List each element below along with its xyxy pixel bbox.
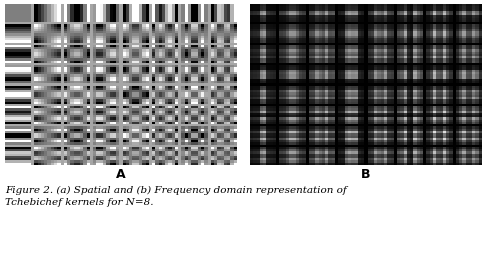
Text: Figure 2. (a) Spatial and (b) Frequency domain representation of
Tchebichef kern: Figure 2. (a) Spatial and (b) Frequency … (5, 185, 347, 206)
Text: B: B (361, 168, 370, 181)
Text: A: A (116, 168, 125, 181)
